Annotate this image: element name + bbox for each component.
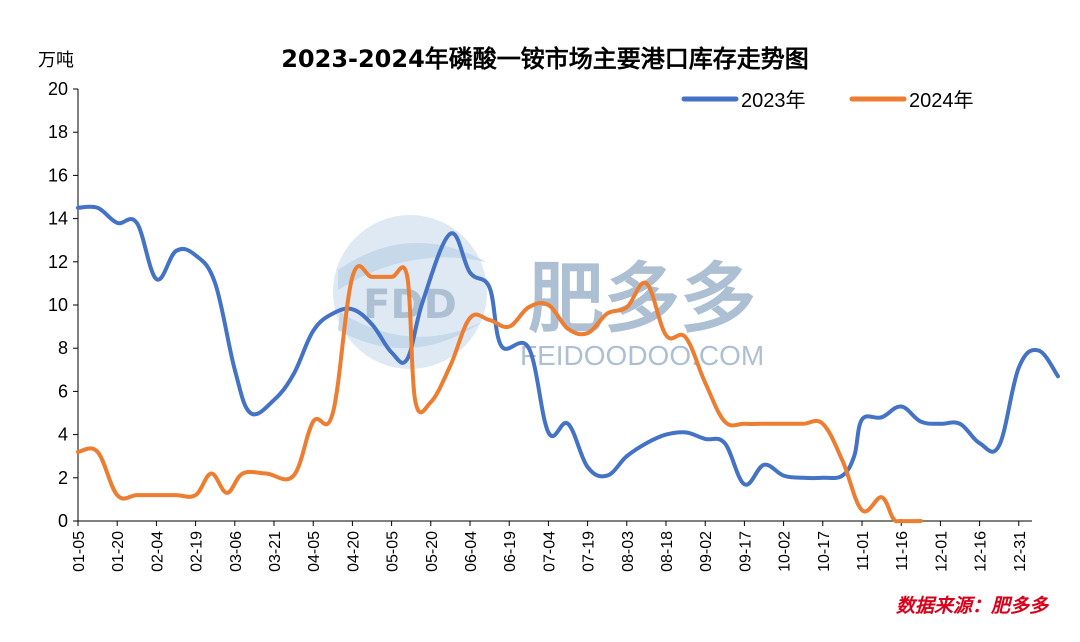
y-tick-label: 10 <box>48 295 68 315</box>
x-tick-label: 10-17 <box>816 531 833 572</box>
x-tick-label: 05-05 <box>385 531 402 572</box>
watermark-logo-swoosh-bottom <box>338 312 482 349</box>
x-tick-label: 01-20 <box>110 531 127 572</box>
x-tick-label: 06-19 <box>502 531 519 572</box>
x-tick-label: 07-04 <box>541 531 558 572</box>
x-tick-label: 04-20 <box>345 531 362 572</box>
x-tick-label: 11-01 <box>855 531 872 571</box>
x-tick-label: 10-02 <box>777 531 794 572</box>
x-tick-label: 07-19 <box>581 531 598 572</box>
x-tick-label: 04-05 <box>306 531 323 572</box>
y-tick-label: 18 <box>48 122 68 142</box>
y-tick-label: 14 <box>48 209 68 229</box>
chart-title: 2023-2024年磷酸一铵市场主要港口库存走势图 <box>281 45 809 73</box>
legend: 2023年 2024年 <box>681 89 974 112</box>
y-ticks: 0 2 4 6 8 10 12 14 16 18 20 <box>48 79 78 531</box>
y-tick-label: 4 <box>58 425 68 445</box>
x-tick-label: 11-16 <box>894 531 911 571</box>
x-tick-label: 03-06 <box>228 531 245 572</box>
y-tick-label: 2 <box>58 468 68 488</box>
watermark: FDD 肥多多 FEIDOODOO.COM <box>333 215 764 371</box>
watermark-url-text: FEIDOODOO.COM <box>520 340 764 371</box>
x-tick-label: 05-20 <box>424 531 441 572</box>
y-tick-label: 16 <box>48 165 68 185</box>
series-lines <box>76 204 1060 524</box>
y-tick-label: 8 <box>58 338 68 358</box>
y-tick-label: 0 <box>58 511 68 531</box>
x-tick-label: 02-19 <box>189 531 206 572</box>
x-tick-label: 12-01 <box>933 531 950 572</box>
watermark-brand-text: 肥多多 <box>528 254 756 343</box>
x-tick-label: 09-17 <box>737 531 754 572</box>
x-tick-label: 09-02 <box>698 531 715 572</box>
x-tick-label: 03-21 <box>267 531 284 572</box>
source-note: 数据来源：肥多多 <box>896 595 1050 617</box>
y-axis-unit: 万吨 <box>38 50 74 71</box>
x-tick-label: 12-31 <box>1012 531 1029 572</box>
legend-label-2024: 2024年 <box>909 89 974 112</box>
legend-label-2023: 2023年 <box>741 89 806 112</box>
y-tick-label: 12 <box>48 252 68 272</box>
y-tick-label: 20 <box>48 79 68 99</box>
watermark-logo-swoosh-top <box>338 242 486 290</box>
x-tick-label: 08-18 <box>659 531 676 572</box>
x-ticks: 01-05 01-20 02-04 02-19 03-06 03-21 04-05 04-20… <box>71 521 1029 572</box>
x-tick-label: 02-04 <box>149 531 166 572</box>
series-line-2023 <box>76 204 1060 487</box>
x-tick-label: 01-05 <box>71 531 88 572</box>
x-tick-label: 08-03 <box>620 531 637 572</box>
x-tick-label: 06-04 <box>463 531 480 572</box>
series-line-2024 <box>76 264 923 524</box>
x-tick-label: 12-16 <box>973 531 990 572</box>
y-tick-label: 6 <box>58 381 68 401</box>
